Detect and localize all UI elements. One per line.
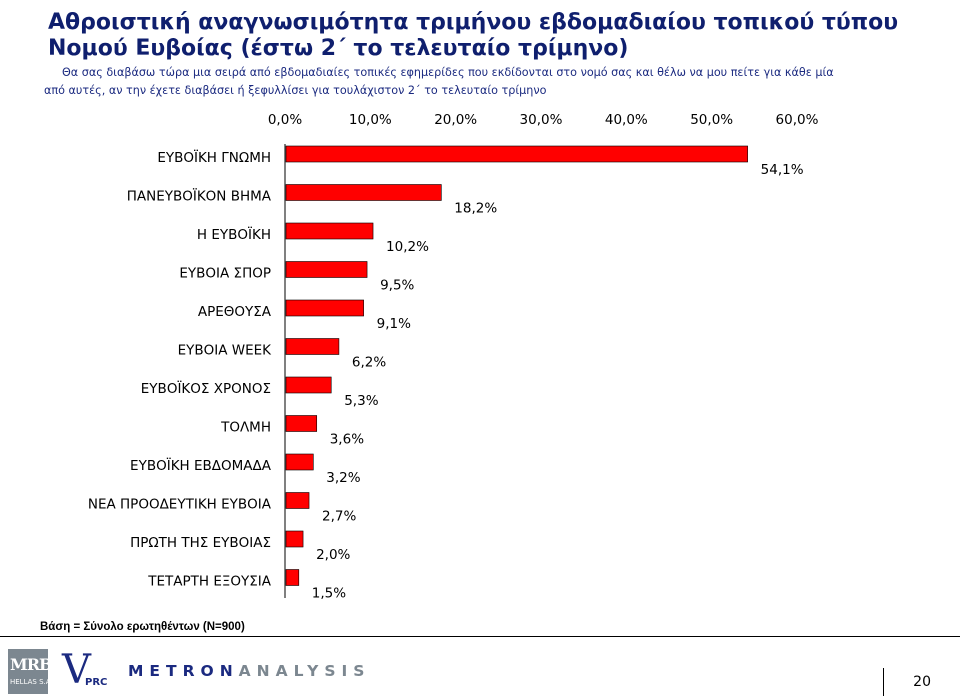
data-label: 3,2% [326,470,360,486]
data-label: 9,1% [377,316,411,332]
category-label: ΕΥΒΟΪΚΗ ΓΝΩΜΗ [157,148,271,166]
metron-logo-part2: ANALYSIS [238,662,371,680]
question-text: Θα σας διαβάσω τώρα μια σειρά από εβδομα… [44,64,960,100]
category-label: ΕΥΒΟΙΑ WEEK [178,343,273,359]
data-label: 5,3% [344,393,378,409]
bar [285,376,332,394]
page-title: Αθροιστική αναγνωσιμότητα τριμήνου εβδομ… [48,10,960,62]
category-label: Η ΕΥΒΟΪΚΗ [197,225,271,243]
category-label: ΤΟΛΜΗ [220,420,271,436]
data-label: 2,0% [316,547,350,563]
data-label: 54,1% [761,162,804,178]
mrb-logo-subtext: HELLAS S.A. [10,678,53,686]
category-label: ΕΥΒΟΪΚΟΣ ΧΡΟΝΟΣ [141,379,271,397]
data-label: 10,2% [386,239,429,255]
vprc-logo-text: PRC [85,677,108,688]
category-label: ΤΕΤΑΡΤΗ ΕΞΟΥΣΙΑ [147,574,272,590]
x-tick-label: 40,0% [605,112,648,128]
title-block: Αθροιστική αναγνωσιμότητα τριμήνου εβδομ… [38,4,960,86]
data-label: 18,2% [454,201,497,217]
bar [285,222,374,240]
title-line-2: Νομού Ευβοίας (έστω 2΄ το τελευταίο τρίμ… [48,36,629,61]
category-label: ΠΑΝΕΥΒΟΪΚΟΝ ΒΗΜΑ [127,187,272,205]
mrb-logo-text: MRB [10,655,53,674]
mrb-logo: MRB HELLAS S.A. [8,649,53,694]
category-label: ΕΥΒΟΪΚΗ ΕΒΔΟΜΑΔΑ [130,456,272,474]
bar [285,530,304,548]
category-label: ΑΡΕΘΟΥΣΑ [198,304,272,320]
bar [285,184,442,201]
vprc-logo-v: V [62,647,91,693]
bar [285,145,748,163]
data-label: 9,5% [380,278,414,294]
metron-analysis-logo: METRONANALYSIS [128,662,370,680]
bar [285,338,340,355]
title-line-1: Αθροιστική αναγνωσιμότητα τριμήνου εβδομ… [48,10,899,35]
bar [285,261,368,278]
bar [285,415,318,432]
footer-divider [0,636,960,637]
data-label: 3,6% [330,432,364,448]
vprc-logo: V PRC [60,647,110,694]
bar [285,453,314,471]
data-label: 1,5% [312,586,346,602]
bar [285,492,310,509]
question-line-1: Θα σας διαβάσω τώρα μια σειρά από εβδομα… [62,66,834,79]
page-number: 20 [883,668,931,696]
metron-logo-part1: METRON [128,662,239,680]
bar [285,569,300,586]
x-tick-label: 20,0% [434,112,477,128]
x-tick-label: 0,0% [268,112,302,128]
bar [285,299,364,317]
x-tick-label: 50,0% [690,112,733,128]
question-line-2: από αυτές, αν την έχετε διαβάσει ή ξεφυλ… [44,84,547,97]
bar-chart: 0,0% 10,0% 20,0% 30,0% 40,0% 50,0% 60,0% ΕΥΒΟΪΚ… [88,112,819,602]
category-label: ΕΥΒΟΙΑ ΣΠΟΡ [179,266,271,282]
x-tick-label: 10,0% [349,112,392,128]
x-tick-label: 60,0% [776,112,819,128]
x-tick-label: 30,0% [520,112,563,128]
category-label: ΠΡΩΤΗ ΤΗΣ ΕΥΒΟΙΑΣ [130,535,271,551]
category-label: ΝΕΑ ΠΡΟΟΔΕΥΤΙΚΗ ΕΥΒΟΙΑ [88,497,272,513]
base-note: Βάση = Σύνολο ερωτηθέντων (Ν=900) [40,621,245,633]
data-label: 6,2% [352,355,386,371]
data-label: 2,7% [322,509,356,525]
